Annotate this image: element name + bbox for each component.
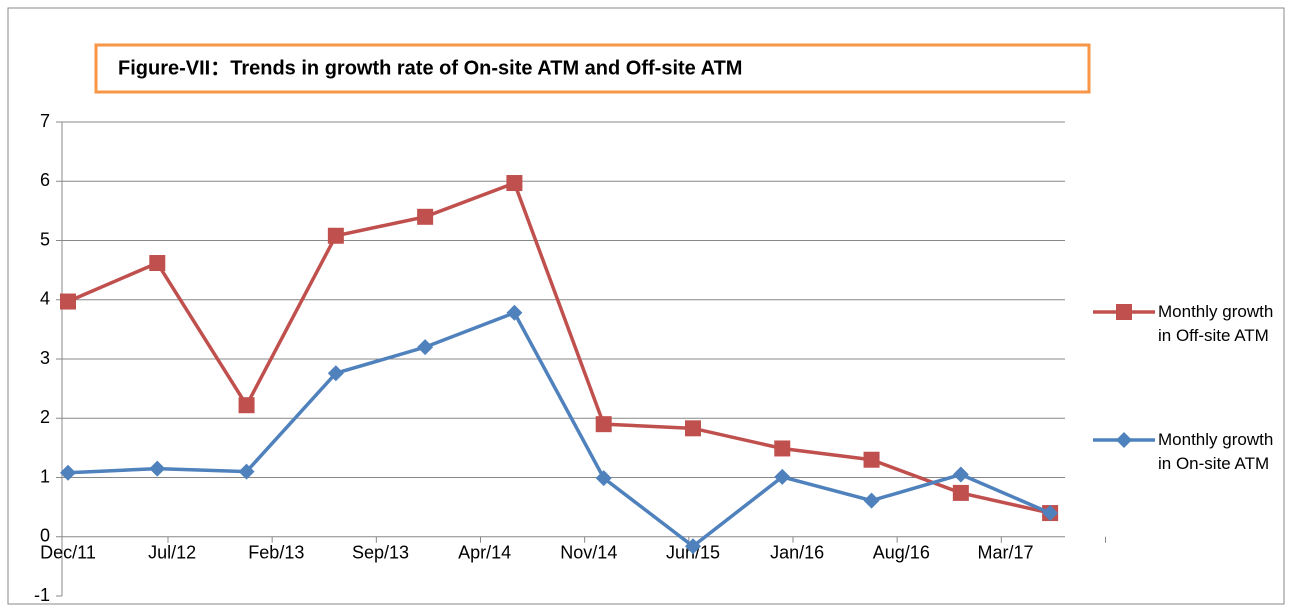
y-tick-label: 0 [40,526,50,546]
marker [684,420,701,437]
y-tick-label: 3 [40,348,50,368]
marker [417,208,434,225]
marker [952,484,969,501]
y-tick-label: 5 [40,229,50,249]
marker [238,463,255,480]
legend-marker [1116,432,1132,448]
marker [238,397,255,414]
x-tick-label: Dec/11 [40,543,96,563]
y-tick-label: 6 [40,170,50,190]
series-line [67,180,1051,515]
marker [774,440,791,457]
marker [1042,505,1059,522]
legend-label: Monthly growth in Off-site ATM [1158,302,1274,345]
legend-label: Monthly growth in On-site ATM [1158,430,1274,473]
x-tick-label: Sep/13 [352,543,409,563]
marker [327,365,344,382]
marker [506,304,523,321]
legend-marker [1116,304,1132,320]
x-tick-label: Mar/17 [977,543,1033,563]
chart-title: Figure-VII：Trends in growth rate of On-s… [118,57,742,79]
chart-border [7,7,1285,605]
marker [417,339,434,356]
x-tick-label: Nov/14 [560,543,617,563]
y-tick-label: 2 [40,407,50,427]
y-tick-label: -1 [34,585,50,605]
marker [60,293,76,310]
y-tick-label: 7 [40,111,50,131]
title-box [94,43,1091,94]
marker [595,416,612,433]
marker [327,227,344,244]
x-tick-label: Apr/14 [458,543,511,563]
marker [506,175,523,192]
x-tick-label: Aug/16 [873,543,930,563]
marker [863,492,880,509]
marker [595,470,612,487]
x-tick-label: Jul/12 [148,543,196,563]
x-tick-label: Jan/16 [770,543,824,563]
marker [863,451,880,468]
y-tick-label: 4 [40,289,50,309]
marker [774,468,791,485]
marker [149,460,166,477]
marker [60,464,76,481]
x-tick-label: Feb/13 [248,543,304,563]
marker [952,466,969,483]
series-line [67,310,1051,549]
y-tick-label: 1 [40,466,50,486]
marker [684,538,701,555]
marker [149,255,166,272]
